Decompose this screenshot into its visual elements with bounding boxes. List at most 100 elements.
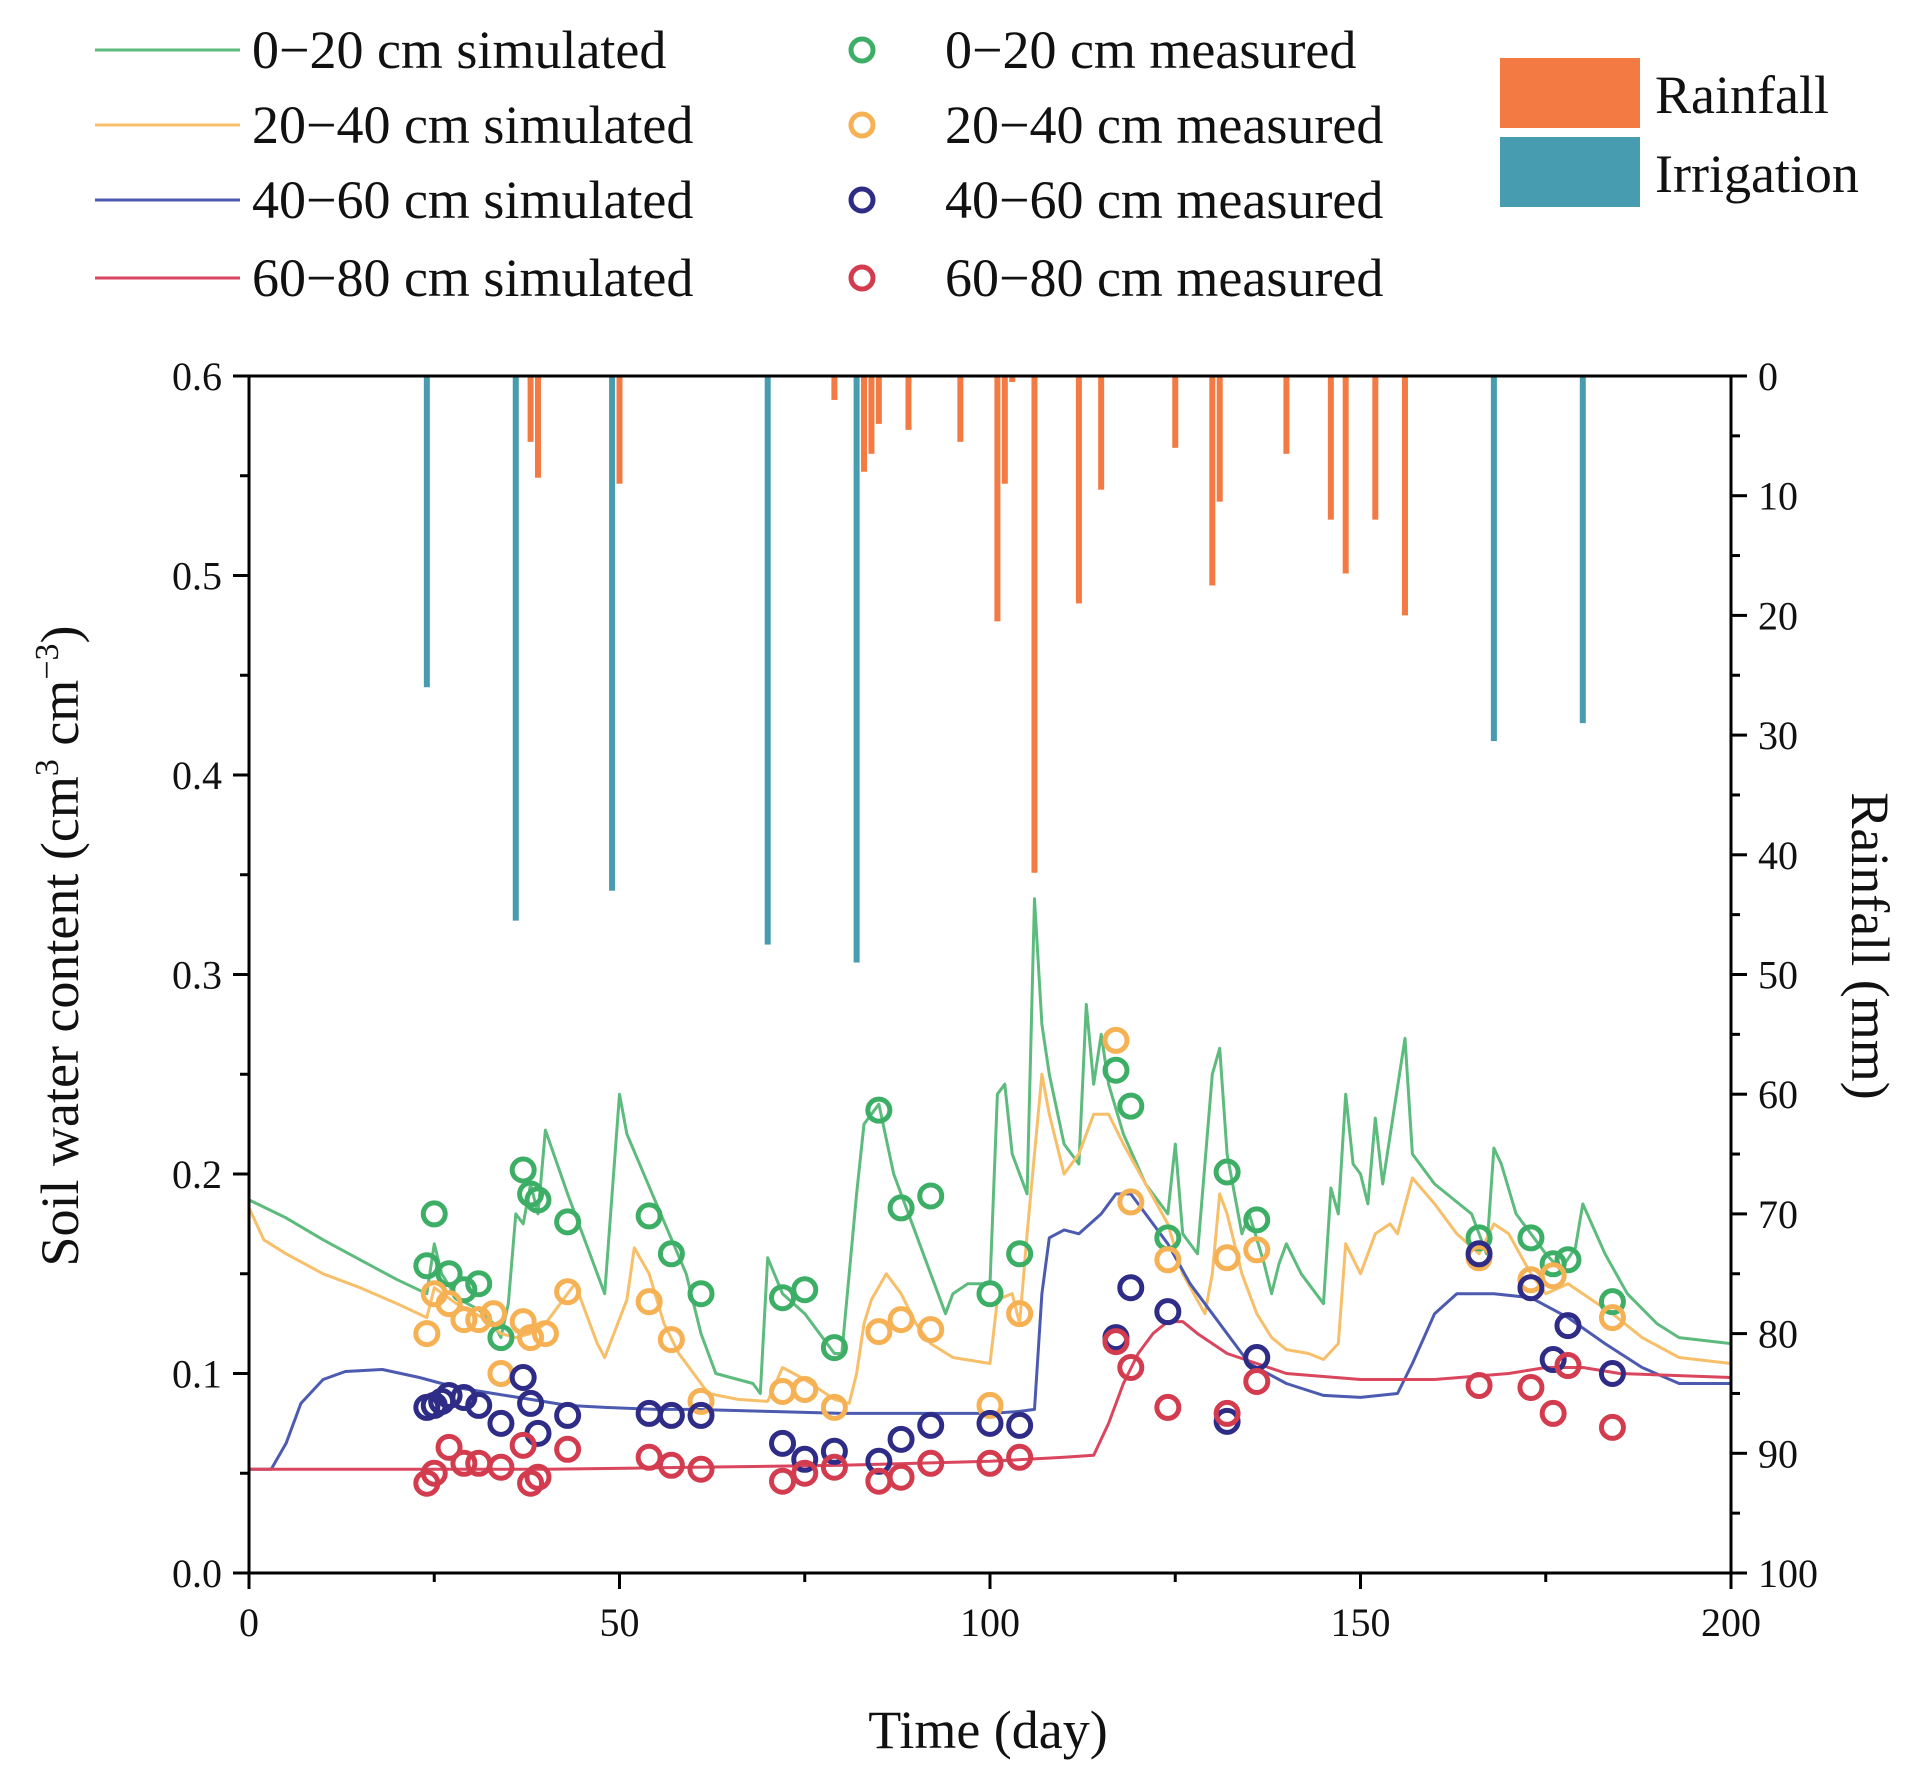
bars-layer (423, 376, 1586, 963)
measured-point-40-60-30 (1554, 1312, 1582, 1340)
legend-swatch-irrigation (1500, 137, 1640, 207)
measured-point-40-60-26 (1243, 1344, 1271, 1372)
measured-point-60-80-24 (1213, 1399, 1241, 1427)
rainfall-bar-16 (1209, 376, 1216, 586)
measured-point-60-80-17 (887, 1463, 915, 1491)
irrigation-bar-2 (609, 376, 616, 891)
measured-point-60-80-18 (917, 1449, 945, 1477)
measured-point-20-40-15 (791, 1375, 819, 1403)
x-tick-label-3: 150 (1331, 1600, 1391, 1645)
measured-point-0-20-4 (465, 1270, 493, 1298)
y2-tick-label-3: 30 (1758, 713, 1798, 758)
measured-point-40-60-10 (554, 1401, 582, 1429)
measured-point-40-60-27 (1465, 1240, 1493, 1268)
measured-point-40-60-23 (1117, 1274, 1145, 1302)
measured-point-60-80-21 (1102, 1328, 1130, 1356)
y2-tick-label-2: 20 (1758, 593, 1798, 638)
y-tick-label-5: 0.5 (172, 554, 222, 599)
measured-point-60-80-12 (687, 1455, 715, 1483)
rainfall-bar-3 (831, 376, 838, 400)
measured-point-20-40-14 (769, 1377, 797, 1405)
rainfall-bar-1 (534, 376, 541, 478)
y-axis-title-sup2: −3 (29, 643, 66, 679)
y2-tick-label-7: 70 (1758, 1192, 1798, 1237)
rainfall-bar-5 (868, 376, 875, 454)
rainfall-bar-11 (1009, 376, 1016, 382)
measured-point-20-40-25 (1213, 1244, 1241, 1272)
y-tick-label-6: 0.6 (172, 354, 222, 399)
measured-point-60-80-14 (791, 1459, 819, 1487)
measured-point-40-60-7 (509, 1363, 537, 1391)
rainfall-bar-12 (1031, 376, 1038, 873)
measured-point-20-40-4 (465, 1306, 493, 1334)
measured-point-60-80-11 (657, 1451, 685, 1479)
measured-point-40-60-9 (524, 1419, 552, 1447)
measured-point-20-40-3 (450, 1306, 478, 1334)
measured-point-20-40-5 (480, 1300, 508, 1328)
measured-point-60-80-8 (524, 1463, 552, 1491)
measured-point-20-40-13 (687, 1387, 715, 1415)
simulated-line-60-80 (249, 1320, 1732, 1471)
irrigation-bar-5 (1490, 376, 1497, 742)
measured-point-60-80-27 (1517, 1373, 1545, 1401)
measured-point-0-20-29 (1554, 1246, 1582, 1274)
rainfall-bar-22 (1401, 376, 1408, 616)
legend-label-rainfall: Rainfall (1655, 65, 1829, 125)
lines-layer (247, 897, 1732, 1471)
measured-point-0-20-9 (554, 1208, 582, 1236)
y2-axis-title: Rainfall (mm) (1840, 792, 1900, 1099)
measured-point-20-40-17 (865, 1318, 893, 1346)
legend-label-sim-60-80: 60−80 cm simulated (252, 248, 693, 308)
measured-point-0-20-25 (1243, 1206, 1271, 1234)
measured-point-40-60-15 (791, 1445, 819, 1473)
rainfall-bar-17 (1216, 376, 1223, 502)
legend-label-sim-40-60: 40−60 cm simulated (252, 170, 693, 230)
measured-point-40-60-16 (820, 1437, 848, 1465)
y-axis-title-mid: cm (30, 680, 90, 759)
y-axis-title-suffix: ) (30, 625, 90, 643)
measured-point-40-60-14 (769, 1429, 797, 1457)
measured-point-40-60-20 (976, 1409, 1004, 1437)
measured-point-0-20-10 (635, 1202, 663, 1230)
measured-point-0-20-13 (769, 1284, 797, 1312)
measured-point-20-40-24 (1154, 1246, 1182, 1274)
measured-point-20-40-9 (531, 1320, 559, 1348)
y-tick-label-1: 0.1 (172, 1352, 222, 1397)
axes-layer: 0 50 100 150 200 0.0 0.1 0.2 0.3 0.4 0.5 0.6 0 10 20 30… (172, 354, 1818, 1645)
measured-point-0-20-8 (524, 1186, 552, 1214)
rainfall-bar-15 (1172, 376, 1179, 448)
measured-point-60-80-20 (1006, 1443, 1034, 1471)
measured-point-20-40-10 (554, 1278, 582, 1306)
measured-point-0-20-18 (917, 1182, 945, 1210)
measured-point-0-20-15 (820, 1334, 848, 1362)
markers-layer (413, 1026, 1626, 1497)
x-tick-label-2: 100 (960, 1600, 1020, 1645)
y-axis-title-sup1: 3 (29, 759, 66, 776)
legend-label-meas-0-20: 0−20 cm measured (945, 20, 1356, 80)
rainfall-bar-13 (1075, 376, 1082, 604)
measured-point-60-80-28 (1539, 1399, 1567, 1427)
measured-point-0-20-0 (413, 1252, 441, 1280)
measured-point-0-20-12 (687, 1280, 715, 1308)
measured-point-20-40-29 (1539, 1262, 1567, 1290)
rainfall-bar-20 (1342, 376, 1349, 574)
rainfall-bar-21 (1372, 376, 1379, 520)
measured-point-0-20-16 (865, 1096, 893, 1124)
measured-point-20-40-0 (413, 1320, 441, 1348)
y2-tick-label-10: 100 (1758, 1551, 1818, 1596)
legend-label-meas-20-40: 20−40 cm measured (945, 95, 1383, 155)
measured-point-60-80-23 (1154, 1393, 1182, 1421)
y-tick-label-0: 0.0 (172, 1551, 222, 1596)
irrigation-bar-1 (512, 376, 519, 921)
rainfall-bar-7 (905, 376, 912, 430)
measured-point-0-20-21 (1102, 1056, 1130, 1084)
measured-point-0-20-1 (420, 1200, 448, 1228)
measured-point-60-80-2 (435, 1433, 463, 1461)
irrigation-bar-3 (764, 376, 771, 945)
measured-point-0-20-3 (450, 1276, 478, 1304)
measured-point-40-60-21 (1006, 1411, 1034, 1439)
measured-point-40-60-12 (657, 1401, 685, 1429)
measured-point-0-20-27 (1517, 1224, 1545, 1252)
y-tick-label-2: 0.2 (172, 1152, 222, 1197)
measured-point-40-60-13 (687, 1401, 715, 1429)
